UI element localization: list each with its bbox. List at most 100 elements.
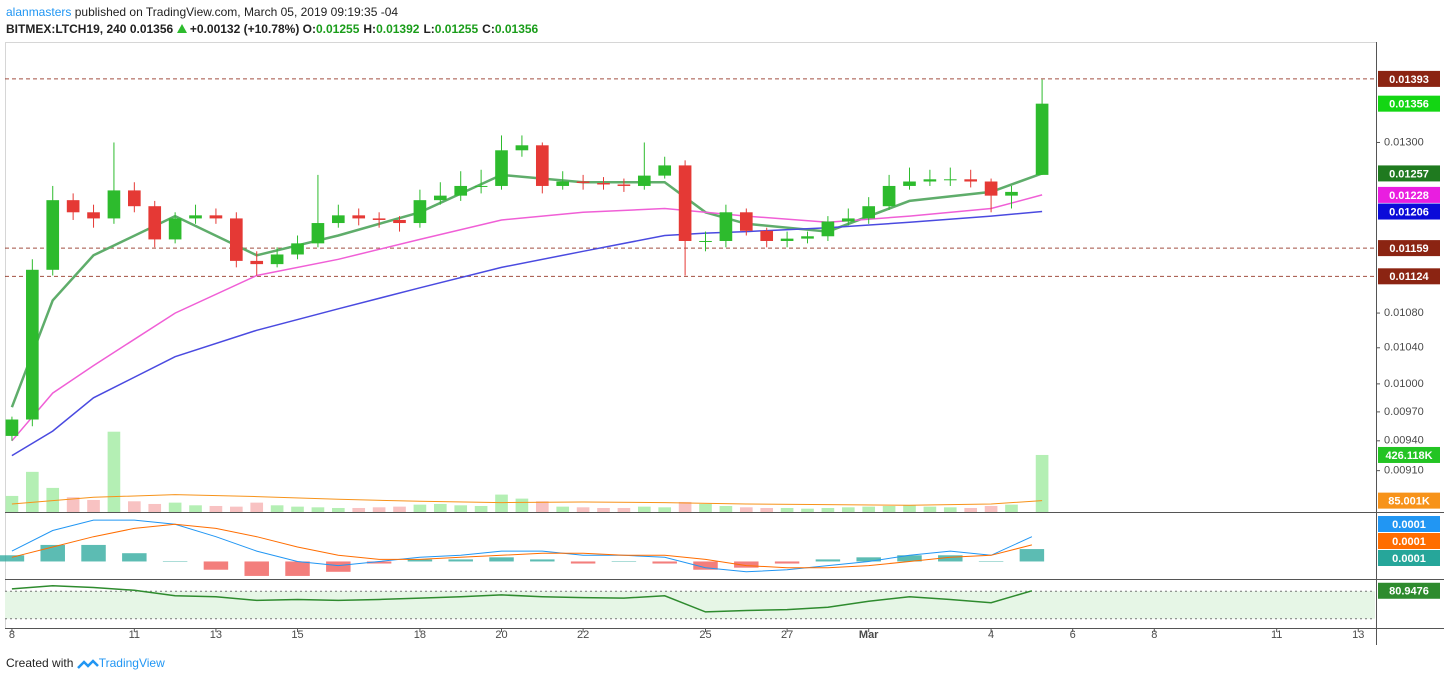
volume-bar bbox=[678, 501, 692, 512]
volume-bar bbox=[1005, 504, 1018, 512]
candle-body bbox=[984, 181, 998, 196]
ohlc-value: 0.01255 bbox=[316, 22, 360, 36]
macd-hist-bar bbox=[693, 561, 718, 570]
volume-bar bbox=[862, 506, 876, 512]
macd-hist-bar bbox=[122, 553, 147, 562]
rsi-label-bg bbox=[1378, 582, 1440, 599]
logo bbox=[76, 659, 99, 669]
candle-body bbox=[678, 165, 692, 241]
volume-bar bbox=[923, 506, 937, 512]
last-price-label: 0.01356 bbox=[1389, 99, 1429, 111]
candle-body bbox=[556, 181, 570, 186]
volume-bar bbox=[984, 505, 998, 512]
volume-bar bbox=[352, 507, 366, 512]
author: alanmasters bbox=[6, 5, 72, 19]
volume-bar bbox=[903, 505, 916, 512]
ema-line bbox=[10, 172, 1043, 408]
macd-signal-label: 0.0001 bbox=[1392, 536, 1426, 548]
candle-body bbox=[780, 238, 794, 241]
ema-label: 0.01257 bbox=[1389, 168, 1429, 180]
y-tick-label: 0.01040 bbox=[1384, 342, 1424, 354]
candle-body bbox=[230, 218, 243, 261]
volume-ma-label: 85.001K bbox=[1388, 496, 1430, 508]
candle-body bbox=[535, 145, 549, 186]
candle-body bbox=[617, 184, 631, 186]
volume-bar bbox=[209, 505, 223, 512]
macd-hist-bar bbox=[489, 557, 514, 562]
candle-body bbox=[352, 215, 366, 219]
y-tick-label: 0.00940 bbox=[1384, 435, 1424, 447]
x-tick-label: 6 bbox=[1070, 629, 1076, 641]
candle-body bbox=[209, 215, 223, 219]
volume-bar bbox=[189, 505, 202, 512]
candle-body bbox=[66, 200, 80, 213]
ohlc: O:0.01255 H:0.01392 L:0.01255 C:0.01356 bbox=[303, 22, 543, 36]
up-arrow bbox=[176, 24, 187, 33]
candle-body bbox=[331, 215, 345, 224]
candle-body bbox=[168, 218, 182, 240]
macd-hist-bar bbox=[774, 561, 800, 564]
ohlc-label: C: bbox=[482, 22, 495, 36]
macd-hist-bar bbox=[40, 544, 65, 562]
last-price: 0.01356 bbox=[129, 22, 174, 36]
candle-body bbox=[943, 179, 957, 181]
macd-hist-bar bbox=[407, 559, 433, 562]
macd-hist-bar bbox=[734, 561, 759, 568]
volume-bar bbox=[474, 505, 488, 512]
ema-label-bg bbox=[1378, 203, 1440, 220]
volume-bar bbox=[66, 497, 80, 512]
candle-body bbox=[107, 190, 121, 219]
macd-hist-bar bbox=[815, 559, 841, 562]
ohlc-label: H: bbox=[363, 22, 377, 36]
volume-bar bbox=[617, 507, 631, 512]
candle-body bbox=[128, 190, 141, 207]
candle-body bbox=[841, 218, 855, 222]
price-label-bg bbox=[1378, 70, 1440, 87]
macd-signal-line bbox=[11, 523, 1033, 569]
candle-body bbox=[393, 219, 406, 224]
volume-bar bbox=[413, 504, 427, 512]
macd-hist-bar bbox=[897, 555, 922, 562]
footer: Created with TradingView bbox=[6, 656, 165, 670]
created-with: Created with bbox=[6, 656, 74, 670]
x-tick-label: 13 bbox=[210, 629, 222, 641]
price-label-bg bbox=[1378, 240, 1440, 257]
volume-label-bg bbox=[1378, 446, 1440, 463]
symbol: BITMEX:LTCH19, 240 bbox=[6, 22, 127, 36]
volume-bar bbox=[535, 501, 549, 512]
candle-body bbox=[148, 206, 162, 240]
candle-body bbox=[372, 218, 386, 220]
volume-bar bbox=[26, 471, 39, 512]
candle-body bbox=[862, 206, 876, 219]
volume-bar bbox=[331, 507, 345, 512]
macd-hist-bar bbox=[570, 561, 596, 564]
candle-body bbox=[1005, 191, 1018, 196]
ema-label: 0.01228 bbox=[1389, 190, 1429, 202]
candle-body bbox=[739, 212, 753, 231]
ema-label-bg bbox=[1378, 165, 1440, 182]
macd-label: 0.0001 bbox=[1392, 519, 1426, 531]
ema-line bbox=[11, 194, 1043, 442]
volume-bar bbox=[943, 507, 957, 512]
ema-label: 0.01206 bbox=[1389, 206, 1429, 218]
candle-body bbox=[87, 212, 100, 219]
candle-body bbox=[250, 260, 264, 265]
ohlc-label: L: bbox=[423, 22, 435, 36]
volume-bar bbox=[250, 502, 264, 512]
candle-body bbox=[882, 185, 896, 207]
volume-label: 426.118K bbox=[1385, 450, 1432, 462]
volume-bar bbox=[372, 507, 386, 512]
header-line-1: alanmasters published on TradingView.com… bbox=[6, 5, 398, 19]
x-tick-label: 13 bbox=[1352, 629, 1364, 641]
x-tick-label: 22 bbox=[577, 629, 589, 641]
ohlc-value: 0.01356 bbox=[494, 22, 539, 36]
macd-hist-bar bbox=[938, 555, 963, 562]
macd-hist-bar bbox=[81, 544, 106, 562]
rsi-line bbox=[11, 584, 1033, 613]
candle-body bbox=[964, 179, 978, 182]
macd-hist-bar bbox=[162, 561, 188, 562]
volume-bar bbox=[495, 494, 508, 512]
candle-body bbox=[801, 236, 814, 239]
volume-bar bbox=[964, 507, 978, 512]
